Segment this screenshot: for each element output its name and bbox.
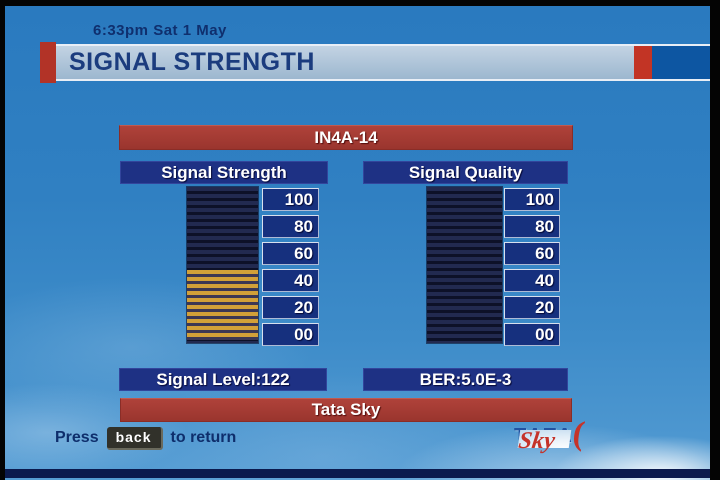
scale-tick: 00 <box>504 323 560 346</box>
scale-tick: 80 <box>504 215 560 238</box>
scale-tick: 00 <box>262 323 319 346</box>
scale-tick: 100 <box>262 188 319 211</box>
back-button[interactable]: back <box>106 426 163 450</box>
titlebar-red-accent <box>40 42 56 83</box>
signal-quality-meter <box>427 187 502 343</box>
signal-strength-scale: 100 80 60 40 20 00 <box>262 188 319 350</box>
signal-quality-header: Signal Quality <box>363 161 568 184</box>
page-title: SIGNAL STRENGTH <box>69 48 315 76</box>
ber-readout: BER:5.0E-3 <box>363 368 568 391</box>
signal-strength-meter-fill <box>187 269 258 340</box>
bottom-navy-bar <box>5 469 710 478</box>
scale-tick: 20 <box>504 296 560 319</box>
provider-banner: Tata Sky <box>120 398 572 422</box>
titlebar: SIGNAL STRENGTH <box>56 44 710 81</box>
datetime-text: 6:33pm Sat 1 May <box>93 22 227 39</box>
press-back-hint: Press back to return <box>55 426 237 450</box>
titlebar-red-block <box>634 46 652 79</box>
signal-quality-scale: 100 80 60 40 20 00 <box>504 188 560 350</box>
satellite-banner: IN4A-14 <box>119 125 573 150</box>
scale-tick: 80 <box>262 215 319 238</box>
titlebar-light-section: SIGNAL STRENGTH <box>56 46 634 79</box>
signal-level-readout: Signal Level:122 <box>119 368 327 391</box>
return-label: to return <box>170 429 237 446</box>
logo-sky-text: Sky <box>517 428 572 454</box>
titlebar-blue-block <box>652 46 710 79</box>
signal-strength-header: Signal Strength <box>120 161 328 184</box>
scale-tick: 100 <box>504 188 560 211</box>
scale-tick: 40 <box>262 269 319 292</box>
press-label: Press <box>55 429 99 446</box>
tata-sky-logo: TATA ( Sky <box>514 414 587 454</box>
signal-strength-meter <box>187 187 258 343</box>
scale-tick: 60 <box>262 242 319 265</box>
scale-tick: 20 <box>262 296 319 319</box>
scale-tick: 60 <box>504 242 560 265</box>
scale-tick: 40 <box>504 269 560 292</box>
